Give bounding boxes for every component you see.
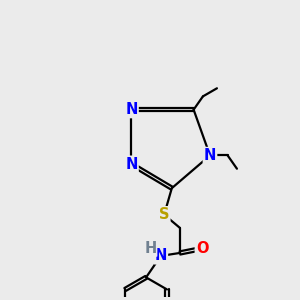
Text: O: O xyxy=(196,241,208,256)
Text: N: N xyxy=(154,248,167,263)
Text: S: S xyxy=(159,207,169,222)
Text: N: N xyxy=(204,148,216,163)
Text: N: N xyxy=(125,102,138,117)
Text: N: N xyxy=(125,157,138,172)
Text: H: H xyxy=(144,241,157,256)
